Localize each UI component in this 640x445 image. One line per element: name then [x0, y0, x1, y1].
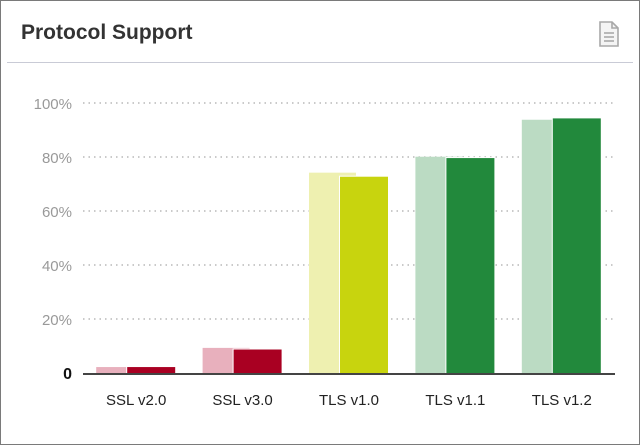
- y-tick-label: 60%: [42, 204, 72, 221]
- bar-series2: [552, 118, 601, 373]
- x-category-label: TLS v1.0: [319, 392, 379, 409]
- y-tick-label: 80%: [42, 150, 72, 167]
- x-category-label: SSL v3.0: [212, 392, 272, 409]
- y-tick-label: 100%: [34, 96, 72, 113]
- x-category-label: SSL v2.0: [106, 392, 166, 409]
- bar-series1: [96, 367, 144, 373]
- document-icon[interactable]: [598, 21, 620, 47]
- bar-series2: [233, 349, 282, 373]
- y-tick-label: 0: [63, 366, 72, 383]
- panel-title: Protocol Support: [21, 21, 193, 44]
- bar-series2: [446, 158, 495, 373]
- y-tick-label: 40%: [42, 258, 72, 275]
- header-divider: [7, 62, 633, 63]
- x-category-label: TLS v1.1: [425, 392, 485, 409]
- bar-series2: [340, 176, 388, 373]
- x-category-label: TLS v1.2: [532, 392, 592, 409]
- bar-series2: [127, 367, 176, 373]
- y-tick-label: 20%: [42, 312, 72, 329]
